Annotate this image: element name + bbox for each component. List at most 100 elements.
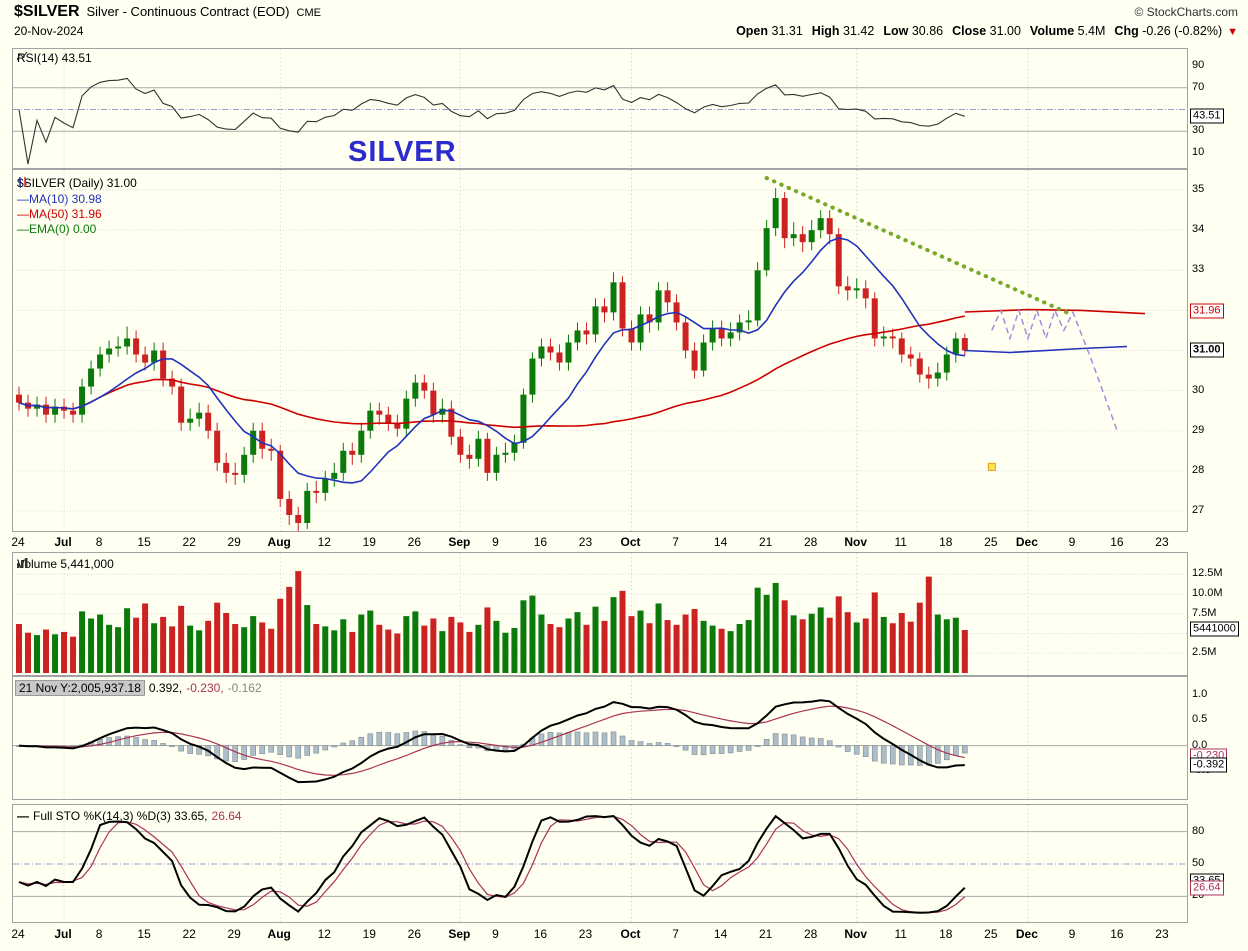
macd-histogram <box>16 730 968 766</box>
date-label: 18 <box>939 535 953 549</box>
y-axis-label: 33 <box>1192 263 1205 276</box>
date-label: Jul <box>54 927 72 941</box>
date-label: Oct <box>620 927 641 941</box>
candlestick-icon <box>18 177 27 187</box>
date-label: 28 <box>803 535 818 549</box>
rsi-label: RSI(14) 43.51 <box>17 51 92 65</box>
date-label: 8 <box>95 927 103 941</box>
stochastic-panel: — Full STO %K(14,3) %D(3) 33.65, 26.64 <box>12 804 1188 923</box>
y-axis-label: 27 <box>1192 503 1205 516</box>
y-axis-label: 0.5 <box>1192 713 1208 726</box>
y-axis-label: 34 <box>1192 223 1205 236</box>
volume-plot <box>13 553 1187 675</box>
exchange-label: CME <box>296 7 321 19</box>
bar-chart-icon <box>17 558 28 568</box>
y-axis-label: 2.5M <box>1192 646 1217 659</box>
date-label: 9 <box>492 535 499 549</box>
quote-label: Low <box>883 24 909 38</box>
y-axis-label: 50 <box>1192 857 1205 869</box>
symbol-description: Silver - Continuous Contract (EOD) <box>86 4 290 19</box>
date-label: 9 <box>492 927 499 941</box>
date-label: 25 <box>984 535 998 549</box>
date-label: 24 <box>11 927 25 941</box>
date-label: 15 <box>137 927 151 941</box>
date-label: 9 <box>1068 927 1076 941</box>
date-label: 21 <box>758 927 773 941</box>
date-label: 16 <box>1110 535 1124 549</box>
value-box: 5441000 <box>1190 621 1239 637</box>
date-label: 25 <box>984 927 998 941</box>
quote-label: Close <box>952 24 987 38</box>
date-label: Jul <box>54 535 72 549</box>
date-label: 7 <box>672 927 679 941</box>
macd-value: -0.162 <box>227 681 262 695</box>
macd-y-axis: 1.00.50.0-0.5-0.230-0.392 <box>1190 676 1248 800</box>
legend-item: —MA(50) 31.96 <box>17 207 102 221</box>
quote-value: 31.31 <box>768 24 803 38</box>
stochastic-label: Full STO %K(14,3) %D(3) 33.65, <box>33 809 208 823</box>
date-label: 16 <box>533 927 548 941</box>
date-axis-top: 24 Jul 8 15 22 29 Aug 12 19 26 Sep 9 16 23 Oct 7 14 21 28 N… <box>0 533 1248 553</box>
volume-bars <box>16 571 968 673</box>
date-label: 29 <box>227 927 241 941</box>
date-label: Nov <box>844 535 868 549</box>
y-axis-label: 90 <box>1192 58 1205 71</box>
date-label: 11 <box>894 927 907 941</box>
y-axis-label: 10 <box>1192 146 1205 159</box>
macd-values: 0.392, -0.230, -0.162 <box>149 681 266 695</box>
quote-value: 31.42 <box>839 24 875 38</box>
quote-label: Open <box>736 24 769 38</box>
y-axis-label: 10.0M <box>1192 587 1223 599</box>
crosshair-tooltip: 21 Nov Y:2,005,937.18 <box>15 680 145 696</box>
quote-value: 30.86 <box>908 24 944 38</box>
date-label: 24 <box>11 535 25 549</box>
header-row-1: $SILVER Silver - Continuous Contract (EO… <box>14 3 1238 21</box>
date-label: 14 <box>713 535 728 549</box>
quote-label: Volume <box>1029 24 1075 38</box>
date-label: 23 <box>578 927 593 941</box>
date-label: 8 <box>95 535 103 549</box>
date-label: 23 <box>578 535 593 549</box>
date-label: 14 <box>713 927 728 941</box>
date-label: Aug <box>267 535 291 549</box>
date-label: 29 <box>227 535 241 549</box>
date-label: Sep <box>448 535 471 549</box>
price-y-axis: 35 34 33 30 29 28 27 31.96 31.00 <box>1190 169 1248 532</box>
y-axis-label: 30 <box>1192 124 1205 137</box>
legend-item: —EMA(0) 0.00 <box>17 222 97 236</box>
rsi-plot <box>13 49 1187 168</box>
price-plot <box>13 170 1187 531</box>
quote-label: High <box>811 24 840 38</box>
date-label: Oct <box>620 535 641 549</box>
rsi-y-axis: 90 70 30 10 43.51 <box>1190 48 1248 169</box>
macd-value: 0.392, <box>148 681 183 695</box>
quote-date: 20-Nov-2024 <box>14 24 84 38</box>
y-axis-label: 29 <box>1192 423 1205 436</box>
rsi-panel: RSI(14) 43.51 <box>12 48 1188 169</box>
quote-value: 31.00 <box>986 24 1021 38</box>
y-axis-label: 0.0 <box>1192 738 1208 751</box>
line-chart-icon <box>17 51 28 61</box>
date-label: 19 <box>362 535 376 549</box>
price-title: $SILVER (Daily) 31.00 <box>17 176 137 190</box>
macd-plot <box>13 677 1187 799</box>
header-row-2: 20-Nov-2024 Open 31.31 High 31.42 Low 30.8… <box>14 24 1238 38</box>
date-label: 12 <box>317 927 331 941</box>
date-label: 26 <box>407 927 422 941</box>
value-box: 26.64 <box>1190 880 1224 896</box>
date-label: 21 <box>758 535 773 549</box>
date-label: 16 <box>1110 927 1124 941</box>
macd-panel: 21 Nov Y:2,005,937.18 0.392, -0.230, -0.16… <box>12 676 1188 800</box>
date-label: 11 <box>894 535 907 549</box>
stochastic-plot <box>13 805 1187 922</box>
date-label: 22 <box>182 535 196 549</box>
date-label: 7 <box>672 535 679 549</box>
y-axis-label: 30 <box>1192 383 1205 396</box>
date-label: 23 <box>1155 927 1169 941</box>
chart-watermark: SILVER <box>348 136 457 168</box>
date-label: Nov <box>844 927 868 941</box>
date-label: 19 <box>362 927 376 941</box>
price-panel: $SILVER (Daily) 31.00 —MA(10) 30.98 —MA(5… <box>12 169 1188 532</box>
date-label: 18 <box>939 927 953 941</box>
legend-item: —MA(10) 30.98 <box>17 192 102 206</box>
